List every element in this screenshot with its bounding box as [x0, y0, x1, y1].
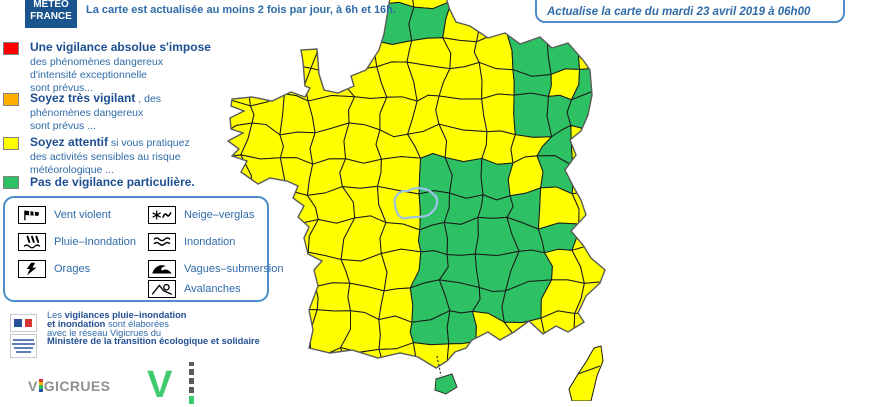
corsica-divider — [577, 365, 601, 375]
legend-swatch-yellow — [3, 137, 19, 150]
legend-title: Une vigilance absolue s'impose — [30, 40, 211, 54]
ministry-logo — [10, 314, 37, 358]
meteo-france-logo[interactable]: MÉTÉO FRANCE — [25, 0, 77, 28]
logo-line1: MÉTÉO — [33, 0, 69, 10]
gauge-dashes-icon — [189, 362, 194, 407]
vigicrues-logo[interactable]: V GICRUES — [28, 378, 111, 394]
department-cell[interactable] — [506, 343, 545, 383]
department-cell[interactable] — [513, 92, 553, 138]
department-cell[interactable] — [473, 0, 511, 12]
legend-title: Pas de vigilance particulière. — [30, 175, 195, 189]
department-cell[interactable] — [570, 124, 613, 167]
department-cell[interactable] — [211, 348, 250, 383]
department-cell[interactable] — [472, 373, 513, 401]
phenomenon-label: Vent violent — [54, 209, 111, 221]
department-cell[interactable] — [481, 93, 516, 136]
flood-vigilance-outline — [393, 187, 439, 220]
department-cell[interactable] — [507, 373, 549, 401]
gauge-icon — [38, 379, 43, 392]
department-cell[interactable] — [445, 0, 486, 12]
french-flag-icon — [10, 314, 37, 332]
legend-swatch-orange — [3, 93, 19, 106]
map-issue-box: Actualise la carte du mardi 23 avril 201… — [535, 0, 845, 23]
legend-swatch-red — [3, 42, 19, 55]
phenomenon-label: Orages — [54, 263, 91, 275]
phenomena-legend-box: Vent violent Pluie–Inondation Orages Nei… — [3, 196, 283, 302]
snow-ice-icon — [148, 206, 176, 224]
rain-flood-icon — [18, 233, 46, 251]
department-cell[interactable] — [481, 130, 516, 165]
update-frequency-note: La carte est actualisée au moins 2 fois … — [86, 4, 396, 16]
department-cell[interactable] — [243, 30, 283, 75]
department-cell[interactable] — [279, 251, 317, 293]
legend-item-green: Pas de vigilance particulière. — [30, 173, 195, 191]
department-cell[interactable] — [340, 376, 385, 401]
department-cell[interactable] — [446, 340, 477, 376]
flood-waves-icon — [148, 233, 176, 251]
department-cell[interactable] — [537, 340, 578, 383]
department-cell[interactable] — [372, 381, 419, 401]
department-cell[interactable] — [343, 122, 383, 164]
department-cell[interactable] — [446, 310, 477, 345]
vigicrues-attribution: Les vigilances pluie–inondation et inond… — [47, 310, 260, 347]
legend-title: Soyez attentif — [30, 135, 109, 149]
department-cell[interactable] — [339, 158, 382, 189]
department-cell[interactable] — [211, 380, 247, 401]
department-cell[interactable] — [571, 161, 605, 195]
department-cell[interactable] — [219, 26, 251, 75]
department-cell[interactable] — [571, 223, 613, 252]
phenomenon-label: Avalanches — [184, 283, 241, 295]
department-cell[interactable] — [209, 68, 251, 107]
legend-item-red: Une vigilance absolue s'impose des phéno… — [30, 40, 211, 94]
windsock-icon — [18, 206, 46, 224]
phenomenon-label: Vagues–submersion — [184, 263, 284, 275]
department-cell[interactable] — [546, 32, 581, 76]
legend-item-yellow: Soyez attentif si vous pratiquez des act… — [30, 135, 190, 176]
department-cell[interactable] — [242, 343, 283, 384]
phenomenon-label: Neige–verglas — [184, 209, 255, 221]
wave-submersion-icon — [148, 260, 176, 278]
vigicrues-monogram: V — [147, 364, 173, 406]
department-cell[interactable] — [310, 34, 348, 74]
map-issue-notice: Actualise la carte du mardi 23 avril 201… — [547, 6, 811, 18]
department-cell[interactable] — [307, 371, 345, 401]
legend-title: Soyez très vigilant — [30, 91, 136, 105]
avalanche-icon — [148, 280, 176, 298]
department-cell[interactable] — [278, 371, 316, 401]
lightning-icon — [18, 260, 46, 278]
department-cell[interactable] — [470, 340, 519, 383]
phenomenon-label: Pluie–Inondation — [54, 236, 136, 248]
france-outline — [226, 0, 606, 369]
logo-line2: FRANCE — [30, 10, 72, 22]
department-cell[interactable] — [412, 342, 450, 385]
andorra-link-line — [436, 355, 442, 377]
department-cell[interactable] — [242, 376, 281, 401]
andorra-cell[interactable] — [434, 373, 458, 395]
ministry-text-icon — [10, 334, 37, 358]
phenomenon-label: Inondation — [184, 236, 236, 248]
legend-item-orange: Soyez très vigilant , des phénomènes dan… — [30, 91, 162, 132]
corsica-cell[interactable] — [568, 345, 604, 401]
department-cell[interactable] — [378, 341, 418, 387]
department-cell[interactable] — [315, 282, 352, 312]
legend-swatch-green — [3, 176, 19, 189]
